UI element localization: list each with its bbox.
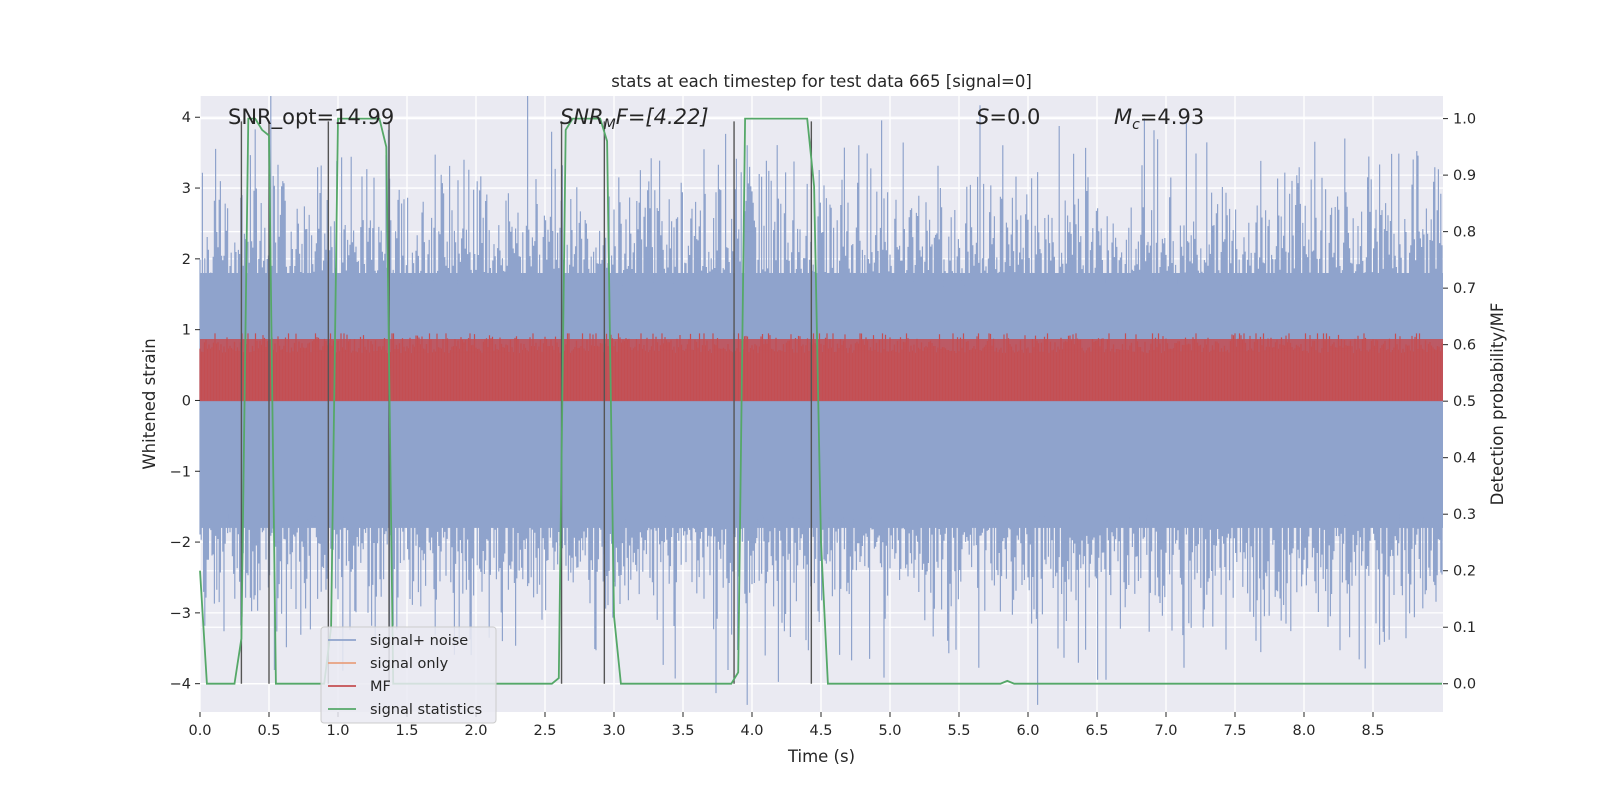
annotation-s-var: S bbox=[976, 105, 989, 129]
legend-box bbox=[320, 626, 497, 724]
x-tick-label-16: 8.0 bbox=[1292, 723, 1315, 739]
y-right-tick-label-3: 0.3 bbox=[1453, 507, 1476, 523]
annotation-snr-opt: SNR_opt=14.99 bbox=[228, 105, 394, 130]
axis-ticks: 0.0 0.5 1.0 1.5 2.0 2.5 3.0 3.5 4.0 4.5 5.0 5.5 6.0 6… bbox=[170, 110, 1476, 739]
y-right-tick-label-4: 0.4 bbox=[1453, 451, 1476, 467]
y-right-tick-label-2: 0.2 bbox=[1453, 564, 1476, 580]
x-tick-label-2: 1.0 bbox=[326, 723, 349, 739]
y-tick-label-0: −4 bbox=[170, 677, 191, 693]
y-axis-label: Whitened strain bbox=[140, 338, 159, 469]
y-tick-label-8: 4 bbox=[182, 110, 191, 126]
y-right-tick-label-10: 1.0 bbox=[1453, 112, 1476, 128]
annotation-s: S=0.0 bbox=[976, 105, 1040, 129]
y-tick-label-6: 2 bbox=[182, 252, 191, 268]
x-tick-label-9: 4.5 bbox=[809, 723, 832, 739]
x-tick-label-15: 7.5 bbox=[1223, 723, 1246, 739]
mf-series bbox=[199, 333, 1443, 402]
x-tick-label-0: 0.0 bbox=[188, 723, 211, 739]
annotation-snr-mf-rest-f: F=[4.22] bbox=[616, 105, 709, 129]
annotation-mc: Mc=4.93 bbox=[1114, 105, 1204, 133]
x-tick-label-14: 7.0 bbox=[1154, 723, 1177, 739]
x-tick-label-12: 6.0 bbox=[1016, 723, 1039, 739]
y-right-tick-label-9: 0.9 bbox=[1453, 168, 1476, 184]
x-tick-label-5: 2.5 bbox=[533, 723, 556, 739]
x-tick-label-7: 3.5 bbox=[671, 723, 694, 739]
annotation-snr-mf: SNRMF=[4.22] bbox=[560, 105, 709, 133]
annotation-mc-sub: c bbox=[1132, 117, 1140, 133]
annotation-mc-var: M bbox=[1114, 105, 1132, 129]
annotation-mc-value: =4.93 bbox=[1140, 105, 1204, 129]
legend-label-mf: MF bbox=[370, 679, 391, 695]
y-right-axis-label: Detection probability/MF bbox=[1488, 303, 1507, 506]
legend-label-signal-noise: signal+ noise bbox=[370, 633, 468, 649]
y-right-tick-label-1: 0.1 bbox=[1453, 620, 1476, 636]
x-tick-label-8: 4.0 bbox=[740, 723, 763, 739]
y-right-tick-label-6: 0.6 bbox=[1453, 338, 1476, 354]
y-tick-label-3: −1 bbox=[170, 464, 191, 480]
annotation-snr-mf-sub: M bbox=[604, 117, 616, 133]
legend-label-signal-only: signal only bbox=[370, 656, 449, 672]
x-tick-label-10: 5.0 bbox=[878, 723, 901, 739]
y-tick-label-7: 3 bbox=[182, 181, 191, 197]
y-right-tick-label-0: 0.0 bbox=[1453, 677, 1476, 693]
legend-label-signal-statistics: signal statistics bbox=[370, 702, 482, 718]
x-axis-label: Time (s) bbox=[787, 747, 855, 766]
y-tick-label-2: −2 bbox=[170, 535, 191, 551]
y-tick-label-1: −3 bbox=[170, 606, 191, 622]
x-tick-label-3: 1.5 bbox=[395, 723, 418, 739]
legend: signal+ noise signal only MF signal stat… bbox=[320, 626, 497, 724]
y-right-tick-label-8: 0.8 bbox=[1453, 225, 1476, 241]
signal-statistics-line bbox=[199, 117, 1442, 685]
x-tick-label-13: 6.5 bbox=[1085, 723, 1108, 739]
annotation-snr-mf-base: SNR bbox=[560, 105, 604, 129]
annotation-s-value: =0.0 bbox=[989, 105, 1040, 129]
x-tick-label-11: 5.5 bbox=[947, 723, 970, 739]
y-tick-label-5: 1 bbox=[182, 323, 191, 339]
y-right-tick-label-5: 0.5 bbox=[1453, 394, 1476, 410]
x-tick-label-1: 0.5 bbox=[257, 723, 280, 739]
x-tick-label-4: 2.0 bbox=[464, 723, 487, 739]
y-tick-label-4: 0 bbox=[182, 393, 191, 409]
y-right-tick-label-7: 0.7 bbox=[1453, 281, 1476, 297]
x-tick-label-17: 8.5 bbox=[1361, 723, 1384, 739]
chart-title: stats at each timestep for test data 665… bbox=[611, 72, 1032, 91]
x-tick-label-6: 3.0 bbox=[602, 723, 625, 739]
signal-statistics-series bbox=[199, 117, 1442, 685]
mf-line bbox=[199, 333, 1443, 401]
